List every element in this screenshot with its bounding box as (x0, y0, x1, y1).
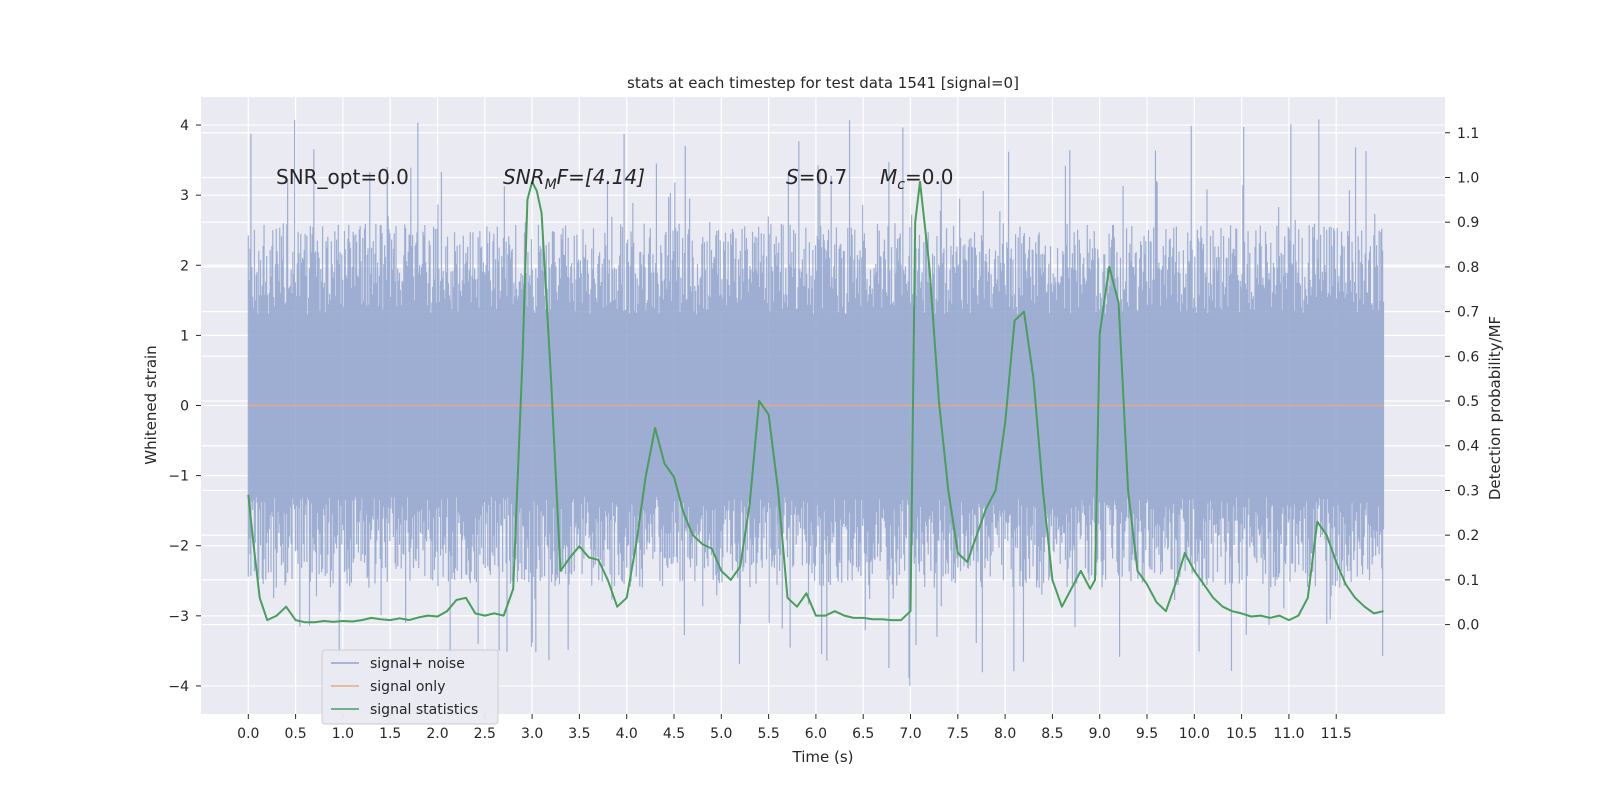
legend-label-signal-statistics: signal statistics (370, 702, 478, 718)
legend-box (321, 649, 499, 725)
legend: signal+ noise signal only signal statist… (321, 649, 499, 725)
y-right-tick-label: 0.3 (1457, 483, 1479, 499)
y-right-tick-label: 0.4 (1457, 439, 1479, 455)
x-tick-label: 4.5 (663, 726, 685, 742)
x-tick-label: 1.0 (332, 726, 354, 742)
x-axis-ticks: 0.0 0.5 1.0 1.5 2.0 2.5 3.0 3.5 4.0 4.5 5.0 5.5 6.0 6… (237, 714, 1352, 742)
annotation-s-base: S (786, 165, 799, 189)
y-left-tick-label: 3 (180, 188, 189, 204)
annotation-s-rest: =0.7 (799, 165, 848, 189)
y-left-tick-label: −2 (168, 539, 189, 555)
x-tick-label: 0.5 (284, 726, 306, 742)
y-right-axis-label: Detection probability/MF (1486, 316, 1504, 500)
signal-statistics-line (247, 180, 1384, 624)
y-right-tick-label: 0.5 (1457, 394, 1479, 410)
x-tick-label: 6.5 (852, 726, 874, 742)
x-tick-label: 6.0 (805, 726, 827, 742)
x-tick-label: 9.0 (1089, 726, 1111, 742)
y-right-tick-label: 1.1 (1457, 126, 1479, 142)
legend-label-signal-noise: signal+ noise (370, 656, 465, 672)
x-tick-label: 10.0 (1179, 726, 1210, 742)
annotation-snr-mf: SNRMF=[4.14] (503, 165, 645, 193)
x-tick-label: 7.0 (899, 726, 921, 742)
y-left-axis-label: Whitened strain (142, 345, 160, 464)
y-right-tick-label: 0.7 (1457, 305, 1479, 321)
x-tick-label: 8.5 (1041, 726, 1063, 742)
y-right-tick-label: 0.1 (1457, 573, 1479, 589)
x-tick-label: 2.0 (426, 726, 448, 742)
chart-title: stats at each timestep for test data 154… (627, 74, 1019, 92)
annotation-s: S=0.7 (786, 165, 847, 189)
x-tick-label: 0.0 (237, 726, 259, 742)
x-tick-label: 8.0 (994, 726, 1016, 742)
y-left-tick-label: 0 (180, 399, 189, 415)
x-tick-label: 5.5 (757, 726, 779, 742)
y-left-tick-label: −1 (168, 469, 189, 485)
line-series (247, 180, 1384, 624)
x-tick-label: 3.0 (521, 726, 543, 742)
y-left-tick-label: 1 (180, 328, 189, 344)
x-tick-label: 1.5 (379, 726, 401, 742)
y-left-axis-ticks: 4 3 2 1 0 −1 −2 −3 −4 (168, 118, 201, 695)
y-left-tick-label: 4 (180, 118, 189, 134)
annotation-mc-rest: =0.0 (905, 165, 954, 189)
y-right-tick-label: 0.6 (1457, 349, 1479, 365)
x-tick-label: 4.0 (616, 726, 638, 742)
x-tick-label: 11.0 (1273, 726, 1304, 742)
y-right-tick-label: 0.8 (1457, 260, 1479, 276)
annotation-snr-mf-rest: F=[4.14] (557, 165, 645, 189)
y-right-tick-label: 0.0 (1457, 618, 1479, 634)
y-right-tick-label: 0.9 (1457, 215, 1479, 231)
x-tick-label: 10.5 (1226, 726, 1257, 742)
x-tick-label: 3.5 (568, 726, 590, 742)
x-tick-label: 5.0 (710, 726, 732, 742)
x-tick-label: 9.5 (1136, 726, 1158, 742)
x-tick-label: 11.5 (1321, 726, 1352, 742)
annotation-snr-mf-sub: M (545, 177, 557, 193)
annotation-snr-opt: SNR_opt=0.0 (276, 165, 409, 189)
x-axis-label: Time (s) (792, 748, 854, 766)
annotation-mc-sub: c (897, 177, 905, 193)
y-right-tick-label: 1.0 (1457, 170, 1479, 186)
y-left-tick-label: 2 (180, 258, 189, 274)
x-tick-label: 7.5 (947, 726, 969, 742)
y-right-axis-ticks: 1.1 1.0 0.9 0.8 0.7 0.6 0.5 0.4 0.3 0.2 0.1 0.0 (1445, 126, 1479, 634)
x-tick-label: 2.5 (474, 726, 496, 742)
y-left-tick-label: −3 (168, 609, 189, 625)
annotation-mc-base: M (880, 165, 897, 189)
y-left-tick-label: −4 (168, 679, 189, 695)
legend-label-signal-only: signal only (370, 679, 445, 695)
annotation-mc: Mc=0.0 (880, 165, 954, 193)
annotation-snr-mf-base: SNR (503, 165, 545, 189)
y-right-tick-label: 0.2 (1457, 528, 1479, 544)
